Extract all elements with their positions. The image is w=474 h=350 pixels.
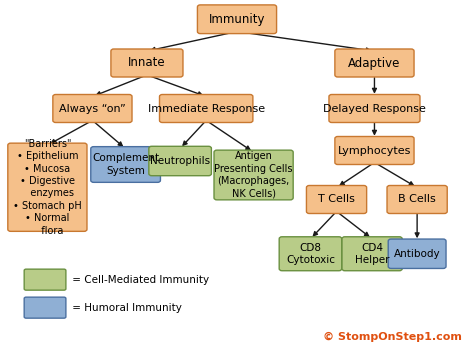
FancyBboxPatch shape [387,186,447,214]
FancyBboxPatch shape [159,94,253,122]
Text: Lymphocytes: Lymphocytes [338,146,411,155]
FancyBboxPatch shape [111,49,183,77]
FancyBboxPatch shape [306,186,367,214]
Text: Neutrophils: Neutrophils [150,156,210,166]
FancyBboxPatch shape [214,150,293,200]
Text: Innate: Innate [128,56,166,70]
FancyBboxPatch shape [335,49,414,77]
Text: Antigen
Presenting Cells
(Macrophages,
NK Cells): Antigen Presenting Cells (Macrophages, N… [214,152,293,198]
Text: Always “on”: Always “on” [59,104,126,113]
Text: Delayed Response: Delayed Response [323,104,426,113]
Text: © StompOnStep1.com: © StompOnStep1.com [323,332,462,342]
Text: "Barriers"
• Epithelium
• Mucosa
• Digestive
   enzymes
• Stomach pH
• Normal
  : "Barriers" • Epithelium • Mucosa • Diges… [13,139,82,236]
FancyBboxPatch shape [342,237,402,271]
FancyBboxPatch shape [335,136,414,164]
FancyBboxPatch shape [329,94,420,122]
Text: Antibody: Antibody [394,249,440,259]
FancyBboxPatch shape [279,237,342,271]
FancyBboxPatch shape [197,5,277,34]
Text: B Cells: B Cells [398,195,436,204]
Text: Complement
System: Complement System [92,153,159,176]
Text: Immediate Response: Immediate Response [147,104,265,113]
FancyBboxPatch shape [388,239,446,268]
FancyBboxPatch shape [53,94,132,122]
FancyBboxPatch shape [24,297,66,318]
FancyBboxPatch shape [24,269,66,290]
Text: T Cells: T Cells [318,195,355,204]
Text: = Cell-Mediated Immunity: = Cell-Mediated Immunity [69,275,209,285]
FancyBboxPatch shape [8,143,87,231]
Text: Immunity: Immunity [209,13,265,26]
FancyBboxPatch shape [91,147,160,182]
Text: Adaptive: Adaptive [348,56,401,70]
Text: = Humoral Immunity: = Humoral Immunity [69,303,182,313]
Text: CD8
Cytotoxic: CD8 Cytotoxic [286,243,335,265]
Text: CD4
Helper: CD4 Helper [355,243,389,265]
FancyBboxPatch shape [149,146,211,176]
